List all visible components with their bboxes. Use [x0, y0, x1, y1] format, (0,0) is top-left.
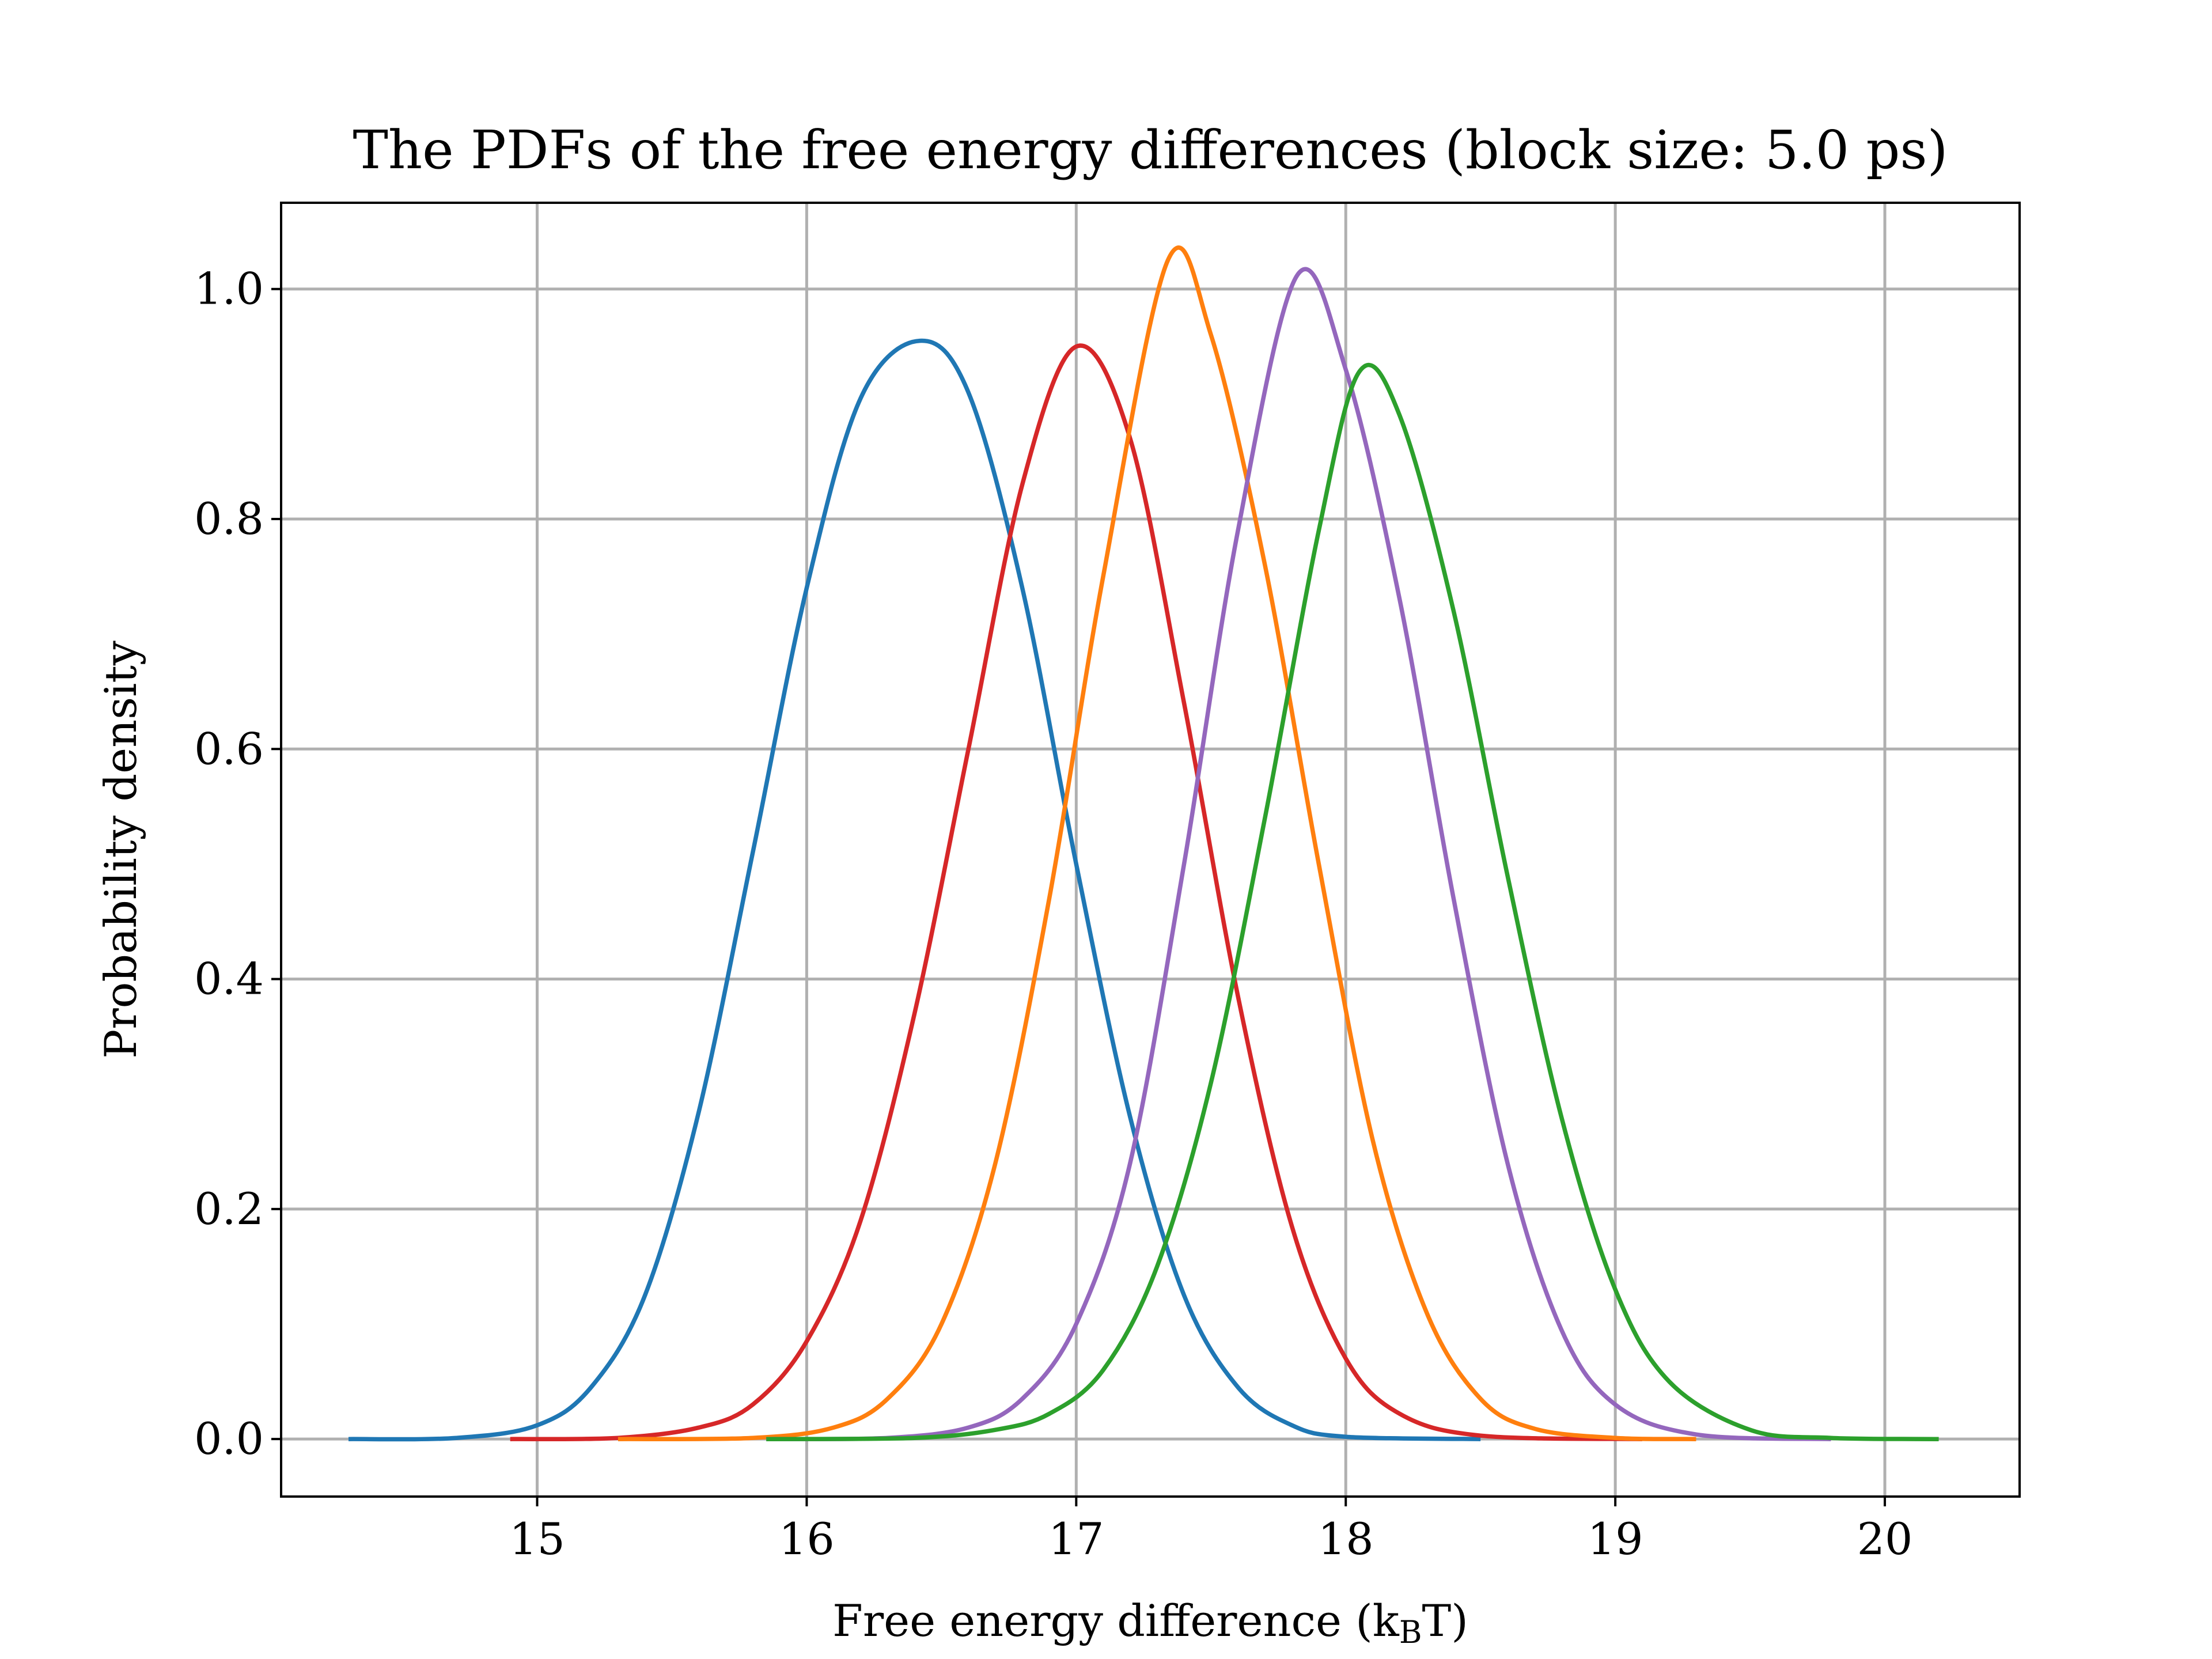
y-tick-label: 1.0: [194, 263, 264, 315]
axis-ticks: 15 16 17 18 19 20 0.0 0.2 0.4 0.6 0.8 1.0: [194, 263, 1912, 1565]
y-tick-label: 0.6: [194, 723, 264, 774]
x-tick-label: 17: [1048, 1513, 1104, 1565]
x-tick-label: 16: [779, 1513, 835, 1565]
y-tick-label: 0.4: [194, 953, 264, 1005]
series-group: [348, 245, 1939, 1442]
x-axis-label-subscript: B: [1399, 1614, 1422, 1650]
x-tick-label: 20: [1857, 1513, 1913, 1565]
x-axis-label-tail: T): [1422, 1595, 1468, 1646]
x-tick-label: 15: [509, 1513, 565, 1565]
x-axis-label: Free energy difference (kBT): [832, 1595, 1468, 1650]
y-tick-label: 0.2: [194, 1183, 264, 1234]
y-tick-label: 0.8: [194, 493, 264, 544]
x-tick-label: 19: [1588, 1513, 1643, 1565]
x-tick-label: 18: [1318, 1513, 1374, 1565]
series-line-3: [618, 245, 1696, 1442]
series-line-5: [766, 362, 1939, 1441]
series-line-2: [510, 343, 1642, 1442]
x-axis-label-main: Free energy difference (k: [832, 1595, 1400, 1646]
y-tick-label: 0.0: [194, 1413, 264, 1464]
chart-title: The PDFs of the free energy differences …: [353, 119, 1948, 181]
y-axis-label: Probability density: [95, 641, 146, 1059]
series-line-4: [766, 267, 1831, 1442]
plot-frame: [280, 202, 2021, 1498]
series-line-1: [348, 338, 1481, 1442]
